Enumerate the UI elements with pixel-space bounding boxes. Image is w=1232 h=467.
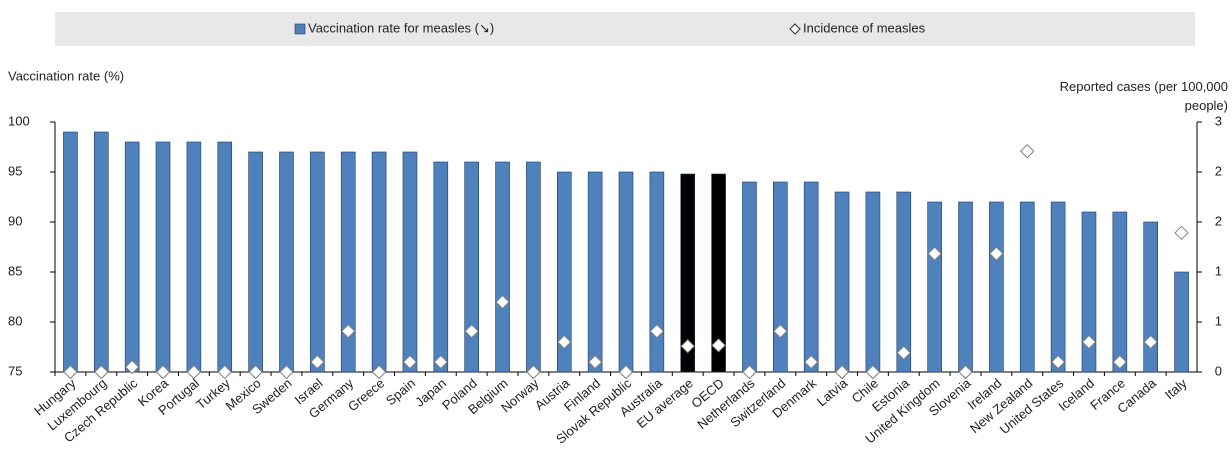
bar [155, 141, 171, 373]
bar [803, 181, 819, 373]
marker [464, 323, 479, 339]
y-tick-label: 100 [8, 113, 30, 128]
marker [371, 364, 387, 380]
marker [927, 246, 942, 261]
marker [433, 354, 449, 370]
bar [1050, 201, 1066, 373]
y2-tick-label: 3 [1215, 113, 1222, 128]
marker [1112, 354, 1128, 370]
marker [94, 364, 109, 380]
x-tick-label: Spain [383, 375, 418, 408]
bar [402, 151, 418, 373]
y-tick-label: 75 [8, 363, 22, 378]
marker [1174, 225, 1189, 241]
x-tick-label: Iceland [1055, 375, 1097, 413]
bar [526, 161, 541, 373]
x-tick-label: Italy [1162, 375, 1190, 402]
bar [371, 151, 387, 373]
marker [186, 364, 202, 380]
marker [526, 364, 541, 380]
marker [1081, 334, 1097, 350]
bar [124, 141, 140, 373]
bar [958, 201, 973, 373]
marker [217, 364, 232, 380]
y-tick-label: 85 [8, 263, 22, 278]
marker [649, 323, 665, 339]
bar [927, 201, 942, 373]
bar [1019, 201, 1035, 373]
marker [341, 323, 356, 339]
y-tick-label: 95 [8, 163, 22, 178]
bar [1174, 271, 1189, 373]
marker [279, 364, 294, 380]
bar [618, 171, 634, 373]
bar [989, 201, 1004, 373]
bar [217, 141, 233, 373]
y-tick-label: 90 [8, 213, 22, 228]
bar [587, 171, 603, 373]
bar [1143, 221, 1159, 373]
bar [711, 173, 726, 373]
marker [680, 338, 695, 354]
marker [773, 323, 788, 339]
bar [896, 191, 912, 373]
bar [834, 191, 850, 373]
bar [649, 171, 665, 373]
marker [124, 359, 140, 375]
marker [1143, 334, 1158, 350]
bar [464, 161, 479, 373]
y-axis-label: Vaccination rate (%) [8, 68, 124, 83]
marker [402, 354, 418, 370]
bar [865, 191, 881, 373]
marker [587, 354, 603, 370]
marker [958, 364, 973, 380]
marker [989, 246, 1004, 261]
bar [93, 131, 109, 373]
bar [1081, 211, 1097, 373]
y2-tick-label: 1 [1215, 263, 1222, 278]
y2-tick-label: 2 [1215, 213, 1222, 228]
marker [711, 338, 726, 353]
y2-tick-label: 1 [1215, 313, 1222, 328]
legend-swatch [789, 23, 801, 35]
marker [495, 294, 510, 310]
marker [310, 354, 325, 370]
bar [63, 131, 78, 373]
marker [557, 334, 572, 350]
marker [248, 364, 263, 380]
marker [803, 354, 819, 370]
bar [279, 151, 294, 373]
bar [340, 151, 356, 373]
bar [742, 181, 757, 373]
legend-label: Incidence of measles [803, 20, 926, 35]
legend-background [55, 12, 1195, 46]
marker [1050, 354, 1066, 370]
marker [865, 364, 881, 380]
marker [618, 364, 634, 380]
legend-label: Vaccination rate for measles (↘) [308, 20, 494, 35]
y2-axis-label: Reported cases (per 100,000 people) [1059, 79, 1228, 113]
bar [773, 181, 788, 373]
y-tick-label: 80 [8, 313, 22, 328]
marker [63, 364, 78, 380]
y2-tick-label: 2 [1215, 163, 1222, 178]
marker [742, 364, 757, 380]
bar [248, 151, 263, 373]
marker [1020, 143, 1035, 159]
bar [495, 161, 510, 373]
bar [186, 141, 202, 373]
legend-swatch [294, 23, 306, 35]
marker [896, 345, 911, 361]
bar [680, 173, 696, 373]
bar [1112, 211, 1128, 373]
x-tick-label: Latvia [814, 375, 851, 409]
bar [556, 171, 572, 373]
bar [310, 151, 325, 373]
marker [155, 364, 171, 380]
y2-tick-label: 0 [1215, 363, 1222, 378]
bar [433, 161, 449, 373]
marker [834, 364, 850, 380]
